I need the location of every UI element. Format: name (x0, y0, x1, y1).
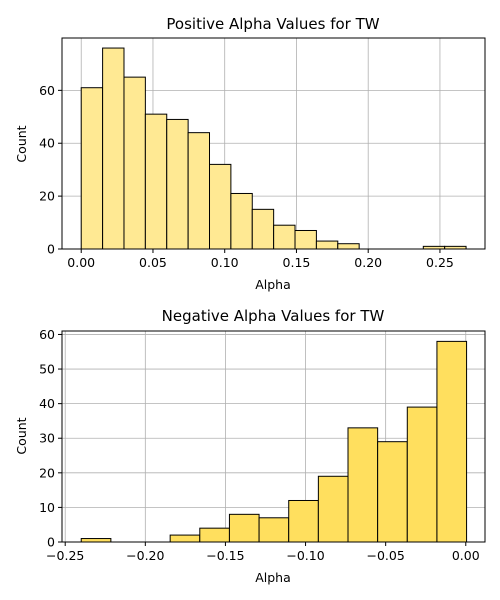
x-tick-label: −0.10 (286, 548, 324, 563)
chart-title: Negative Alpha Values for TW (162, 307, 385, 325)
histogram-bar (187, 132, 211, 250)
y-axis-label: Count (14, 125, 29, 162)
x-axis-ticks: 0.00 0.05 0.10 0.15 0.20 0.25 (67, 249, 454, 270)
histogram-bar (315, 240, 339, 250)
y-tick-label: 40 (39, 396, 55, 411)
y-tick-label: 50 (39, 362, 55, 377)
histogram-bar (294, 229, 317, 250)
y-tick-label: 0 (47, 535, 55, 550)
histogram-bar (377, 441, 408, 543)
y-tick-label: 60 (39, 327, 55, 342)
histogram-bar (228, 513, 260, 543)
histogram-bar (199, 527, 230, 543)
y-axis-ticks: 0 20 40 60 (39, 83, 62, 257)
y-tick-label: 40 (39, 136, 55, 151)
histogram-bar (80, 538, 112, 543)
histogram-bar (251, 208, 275, 250)
histogram-bar (406, 406, 438, 543)
histogram-bar (102, 47, 125, 250)
histogram-bar (258, 517, 290, 543)
x-axis-label: Alpha (255, 570, 291, 585)
y-tick-label: 10 (39, 500, 55, 515)
histogram-bar (80, 87, 104, 250)
x-tick-label: 0.00 (67, 255, 95, 270)
x-tick-label: 0.15 (283, 255, 311, 270)
y-tick-label: 30 (39, 431, 55, 446)
x-tick-label: −0.15 (206, 548, 244, 563)
histogram-bar (337, 243, 360, 250)
histogram-bar (436, 340, 468, 543)
positive-alpha-chart: 0.00 0.05 0.10 0.15 0.20 0.25 0 20 40 60 Positiv… (14, 15, 486, 292)
plot-frame (61, 330, 486, 543)
histogram-bar (288, 499, 319, 543)
y-tick-label: 20 (39, 465, 55, 480)
histogram-bar (169, 534, 201, 543)
x-axis-label: Alpha (255, 277, 291, 292)
histogram-bar (123, 76, 146, 250)
histogram-bar (230, 192, 253, 250)
y-tick-label: 20 (39, 189, 55, 204)
chart-title: Positive Alpha Values for TW (166, 15, 379, 33)
x-tick-label: 0.25 (426, 255, 454, 270)
x-tick-label: −0.25 (46, 548, 84, 563)
histogram-bar (166, 118, 189, 250)
histogram-bars (80, 47, 467, 250)
x-tick-label: 0.05 (139, 255, 167, 270)
negative-alpha-chart: −0.25 −0.20 −0.15 −0.10 −0.05 0.00 0 10 20 30 40 5… (14, 307, 486, 585)
histogram-bar (347, 427, 379, 543)
histogram-bar (209, 163, 232, 250)
y-tick-label: 60 (39, 83, 55, 98)
x-tick-label: 0.10 (211, 255, 239, 270)
x-tick-label: −0.05 (367, 548, 405, 563)
histogram-bar (317, 475, 349, 543)
x-tick-label: 0.00 (452, 548, 480, 563)
histogram-bar (144, 113, 168, 250)
x-tick-label: 0.20 (354, 255, 382, 270)
histogram-bar (273, 224, 296, 250)
x-axis-ticks: −0.25 −0.20 −0.15 −0.10 −0.05 0.00 (46, 542, 480, 563)
x-tick-label: −0.20 (126, 548, 164, 563)
y-axis-ticks: 0 10 20 30 40 50 60 (39, 327, 62, 550)
y-tick-label: 0 (47, 242, 55, 257)
y-axis-label: Count (14, 417, 29, 454)
